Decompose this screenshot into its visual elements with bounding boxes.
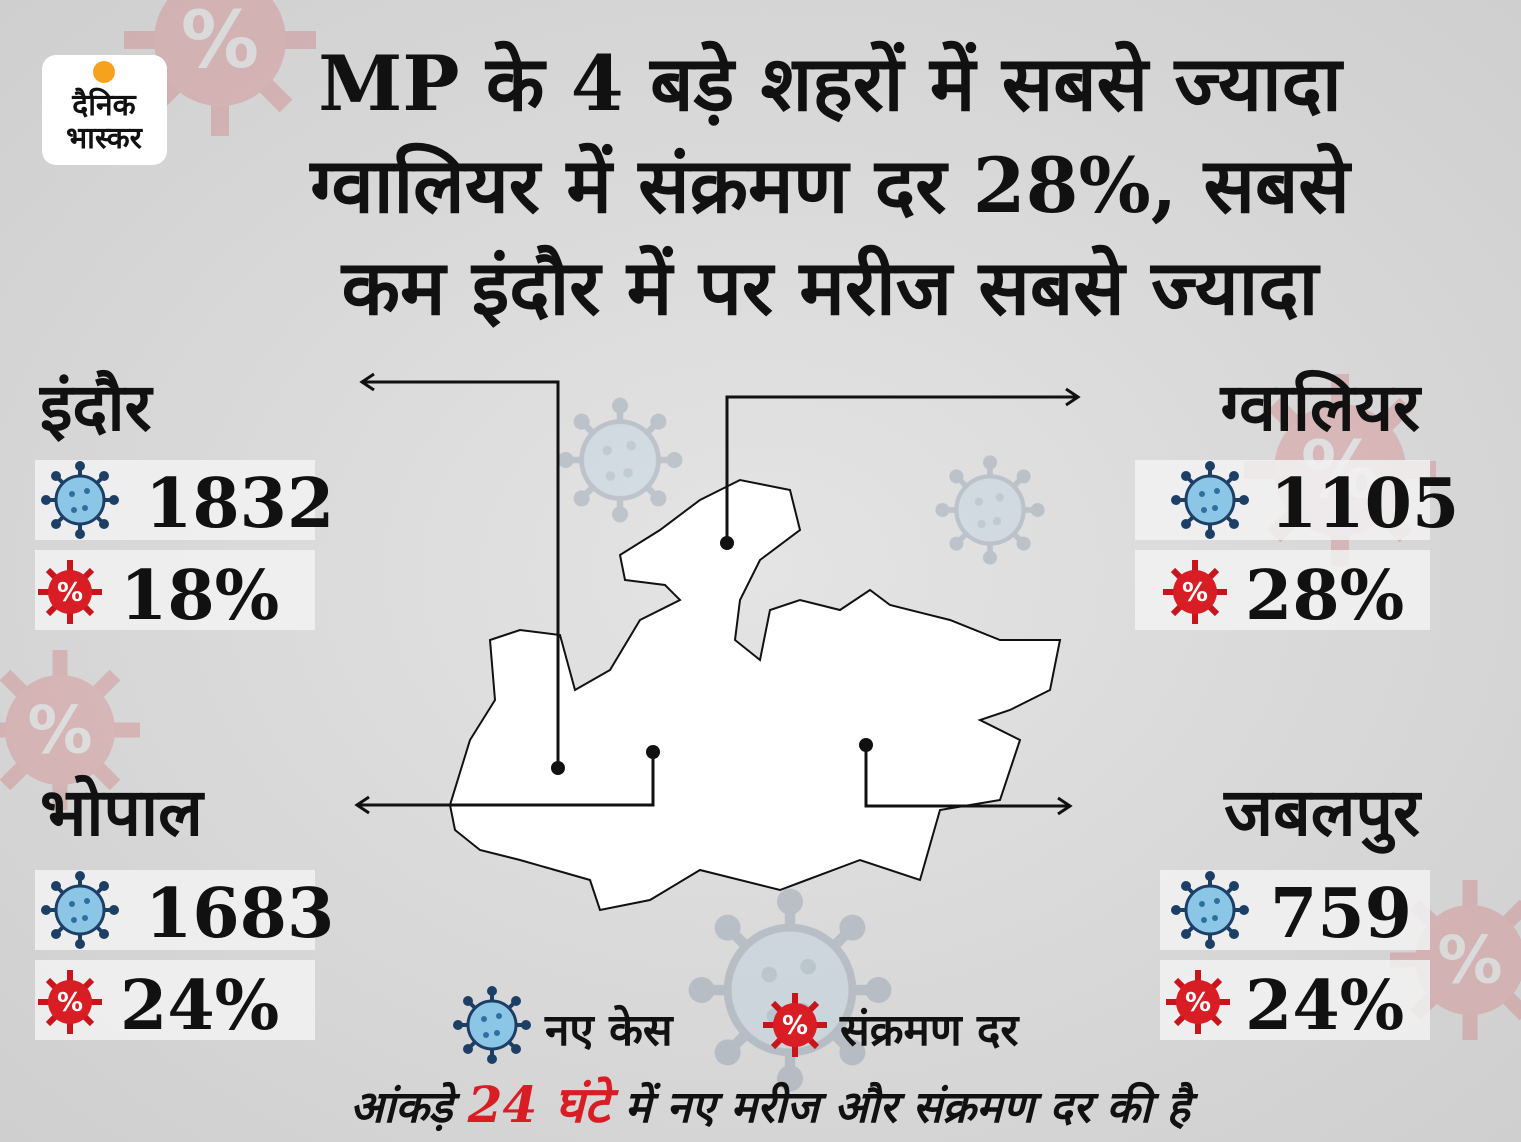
cases-icon [39, 459, 121, 541]
footer: आंकड़े 24 घंटे में नए मरीज और संक्रमण दर… [350, 1075, 1199, 1134]
rate-value: 24% [120, 966, 279, 1046]
footer-highlight: 24 घंटे [467, 1075, 620, 1134]
rate-value: 18% [120, 556, 279, 636]
logo-text: दैनिक [71, 87, 136, 123]
mp-map [448, 478, 1062, 912]
city-name: भोपाल [40, 773, 205, 851]
cases-value: 1832 [145, 464, 334, 544]
cases-value: 1683 [145, 874, 334, 954]
logo-text: भास्कर [66, 121, 144, 156]
legend-rate: संक्रमण दर [839, 1005, 1020, 1056]
footer-text: में नए मरीज और संक्रमण दर की है [625, 1081, 1199, 1133]
cases-icon [39, 869, 121, 951]
city-name: इंदौर [38, 368, 155, 446]
cases-icon [1169, 459, 1251, 541]
cases-icon [1169, 869, 1251, 951]
legend-cases-icon [451, 984, 533, 1066]
connectors [354, 372, 1081, 816]
cases-value: 1105 [1270, 464, 1459, 544]
footer-text: आंकड़े [350, 1081, 461, 1133]
city-name: ग्वालियर [1219, 368, 1423, 446]
cases-value: 759 [1270, 874, 1412, 954]
city-name: जबलपुर [1222, 773, 1423, 854]
rate-value: 24% [1245, 966, 1404, 1046]
legend-cases: नए केस [544, 1004, 675, 1056]
logo-sun [93, 61, 115, 83]
logo-box [42, 55, 167, 165]
rate-value: 28% [1245, 556, 1404, 636]
title-line: ग्वालियर में संक्रमण दर 28%, सबसे [308, 141, 1352, 230]
title-line: कम इंदौर में पर मरीज सबसे ज्यादा [340, 243, 1321, 332]
title-line: MP के 4 बड़े शहरों में सबसे ज्यादा [318, 39, 1344, 128]
